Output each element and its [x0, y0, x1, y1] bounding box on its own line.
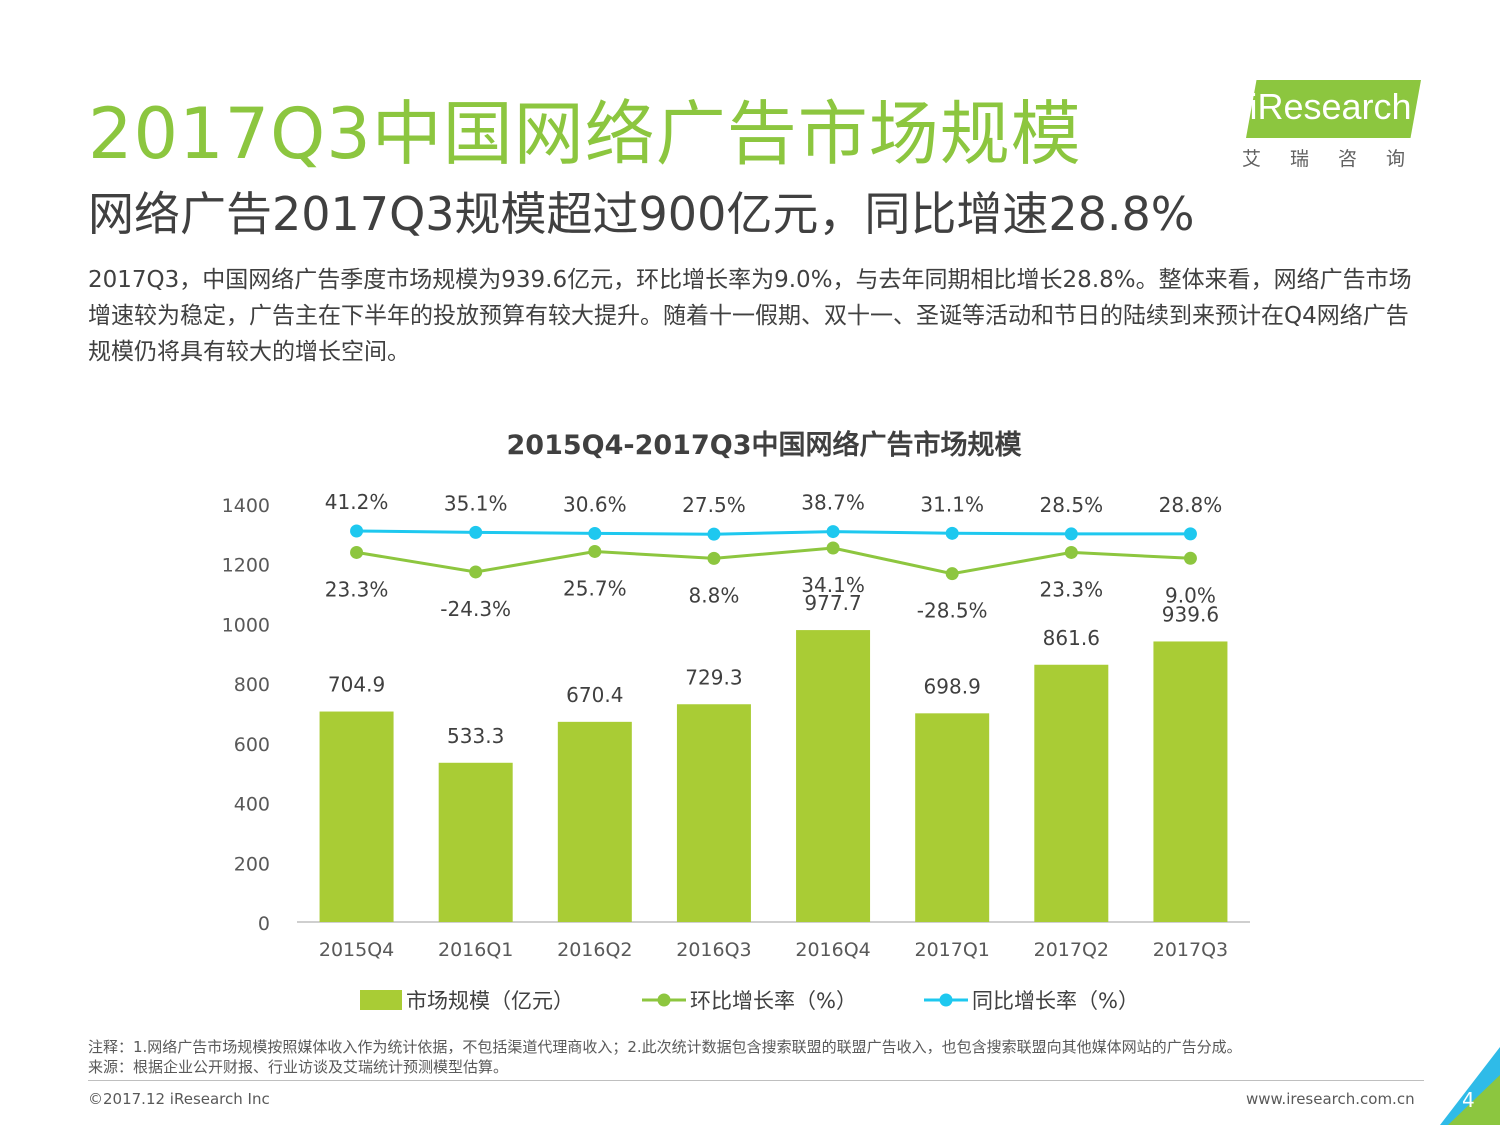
point-yoy-growth — [1183, 527, 1197, 541]
point-qoq-growth — [1183, 551, 1197, 565]
footnote-note: 注释：1.网络广告市场规模按照媒体收入作为统计依据，不包括渠道代理商收入；2.此… — [88, 1038, 1242, 1056]
qoq-value-label: -28.5% — [917, 599, 988, 623]
point-qoq-growth — [469, 565, 483, 579]
page-title: 2017Q3中国网络广告市场规模 — [88, 93, 1082, 175]
bar-value-label: 670.4 — [566, 683, 623, 707]
bar-value-label: 939.6 — [1162, 602, 1219, 626]
copyright: ©2017.12 iResearch Inc — [88, 1090, 270, 1108]
bar-value-label: 729.3 — [685, 665, 742, 689]
yoy-value-label: 31.1% — [920, 492, 984, 516]
bar-value-label: 704.9 — [328, 673, 385, 697]
y-tick-label: 800 — [234, 674, 270, 696]
legend-label-qoq: 环比增长率（%） — [690, 989, 857, 1013]
point-qoq-growth — [588, 544, 602, 558]
logo-badge — [1246, 80, 1421, 138]
summary-paragraph: 2017Q3，中国网络广告季度市场规模为939.6亿元，环比增长率为9.0%，与… — [88, 267, 1412, 365]
legend-label-yoy: 同比增长率（%） — [972, 989, 1139, 1013]
footnote-source: 来源：根据企业公开财报、行业访谈及艾瑞统计预测模型估算。 — [88, 1058, 509, 1076]
y-tick-label: 200 — [234, 853, 270, 875]
bar-market-size — [1153, 641, 1228, 922]
bar-value-label: 698.9 — [924, 674, 981, 698]
point-qoq-growth — [1064, 545, 1078, 559]
x-tick-label: 2016Q3 — [676, 939, 751, 961]
yoy-value-label: 30.6% — [563, 492, 627, 516]
yoy-value-label: 41.2% — [325, 490, 389, 514]
x-tick-label: 2017Q1 — [914, 939, 989, 961]
qoq-value-label: 8.8% — [689, 583, 740, 607]
legend-swatch-bar — [360, 990, 402, 1010]
bar-market-size — [796, 630, 871, 922]
logo-text: iResearch — [1249, 86, 1412, 127]
website-link[interactable]: www.iresearch.com.cn — [1246, 1090, 1415, 1108]
y-tick-label: 400 — [234, 794, 270, 816]
point-yoy-growth — [469, 525, 483, 539]
bar-market-size — [676, 704, 751, 922]
bar-market-size — [438, 762, 513, 922]
bar-market-size — [915, 713, 990, 922]
iresearch-logo: iResearch 艾瑞咨询 — [1238, 80, 1428, 170]
corner-decoration — [1440, 1047, 1500, 1125]
bar-value-label: 861.6 — [1043, 626, 1100, 650]
yoy-value-label: 28.5% — [1040, 493, 1104, 517]
qoq-value-label: 23.3% — [1040, 577, 1104, 601]
page-number: 4 — [1462, 1088, 1475, 1112]
chart-title: 2015Q4-2017Q3中国网络广告市场规模 — [507, 429, 1022, 461]
y-tick-label: 0 — [258, 913, 270, 935]
point-yoy-growth — [588, 526, 602, 540]
y-tick-label: 1200 — [222, 555, 270, 577]
point-qoq-growth — [350, 545, 364, 559]
line-yoy-growth — [356, 529, 1191, 536]
point-yoy-growth — [350, 524, 364, 538]
legend-swatch-yoy-dot — [939, 993, 953, 1007]
bar-market-size — [1034, 664, 1109, 922]
yoy-value-label: 28.8% — [1159, 493, 1223, 517]
point-qoq-growth — [826, 541, 840, 555]
yoy-value-label: 27.5% — [682, 493, 746, 517]
qoq-value-label: 23.3% — [325, 577, 389, 601]
bar-market-size — [557, 721, 632, 922]
yoy-value-label: 35.1% — [444, 491, 508, 515]
bar-market-size — [319, 711, 394, 922]
bar-value-label: 977.7 — [804, 591, 861, 615]
page-subtitle: 网络广告2017Q3规模超过900亿元，同比增速28.8% — [88, 187, 1195, 241]
x-tick-label: 2017Q3 — [1153, 939, 1228, 961]
x-tick-label: 2017Q2 — [1034, 939, 1109, 961]
y-tick-label: 600 — [234, 734, 270, 756]
x-tick-label: 2015Q4 — [319, 939, 394, 961]
footer-divider — [88, 1080, 1424, 1081]
x-tick-label: 2016Q2 — [557, 939, 632, 961]
point-yoy-growth — [826, 525, 840, 539]
point-yoy-growth — [707, 527, 721, 541]
yoy-value-label: 38.7% — [801, 491, 865, 515]
point-qoq-growth — [945, 567, 959, 581]
x-tick-label: 2016Q1 — [438, 939, 513, 961]
legend-swatch-qoq-dot — [657, 993, 671, 1007]
line-qoq-growth — [356, 546, 1191, 576]
market-size-chart: 2015Q4-2017Q3中国网络广告市场规模 0 200 400 600 800 1000… — [222, 429, 1250, 1013]
footnotes: 注释：1.网络广告市场规模按照媒体收入作为统计依据，不包括渠道代理商收入；2.此… — [88, 1037, 1242, 1077]
qoq-value-label: 25.7% — [563, 576, 627, 600]
bar-value-label: 533.3 — [447, 724, 504, 748]
point-yoy-growth — [1064, 527, 1078, 541]
legend-label-bar: 市场规模（亿元） — [406, 989, 574, 1013]
point-qoq-growth — [707, 551, 721, 565]
qoq-value-label: 9.0% — [1165, 583, 1216, 607]
x-tick-label: 2016Q4 — [795, 939, 870, 961]
y-tick-label: 1400 — [222, 495, 270, 517]
y-tick-label: 1000 — [222, 614, 270, 636]
point-yoy-growth — [945, 526, 959, 540]
qoq-value-label: 34.1% — [801, 573, 865, 597]
qoq-value-label: -24.3% — [440, 597, 511, 621]
logo-cn-text: 艾瑞咨询 — [1242, 148, 1435, 170]
